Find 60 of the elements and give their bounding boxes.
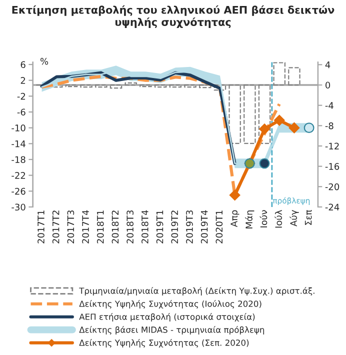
x-tick-label: 2017Τ1 xyxy=(38,210,44,244)
y-tick-label: -18 xyxy=(12,156,26,164)
x-tick-label: Σεπ xyxy=(304,210,312,225)
bar xyxy=(184,84,196,88)
bar xyxy=(140,84,152,88)
bar xyxy=(95,84,108,88)
y2-tick-label: -16 xyxy=(325,163,340,170)
y-tick-label: 6 xyxy=(20,61,26,68)
y-tick-label: -22 xyxy=(12,172,26,179)
y-axis-title: % xyxy=(40,58,48,65)
y2-tick-label: 4 xyxy=(325,62,330,68)
x-tick-label: 2017Τ4 xyxy=(82,210,89,244)
y-tick-label: -14 xyxy=(12,140,26,148)
x-tick-label: 2018Τ4 xyxy=(142,210,148,244)
bar xyxy=(228,84,241,144)
y2-tick-label: 0 xyxy=(326,82,330,89)
x-tick-label: 2017Τ3 xyxy=(67,210,74,244)
y2-tick-label: -20 xyxy=(325,183,340,190)
y-tick-label: -26 xyxy=(12,188,26,195)
y-tick-label: -6 xyxy=(17,108,26,116)
x-tick-label: 2019Τ4 xyxy=(200,210,208,244)
bar xyxy=(124,82,137,86)
x-tick-label: 2018Τ1 xyxy=(96,210,104,244)
y2-tick-label: -4 xyxy=(325,102,334,109)
bar xyxy=(169,84,182,88)
bar xyxy=(110,84,122,89)
legend-label: Δείκτης Υψηλής Συχνότητας (Σεπ. 2020) xyxy=(79,339,249,348)
bar xyxy=(80,84,92,88)
x-tick-label: Αύγ xyxy=(290,210,299,226)
y-tick-label: -30 xyxy=(12,204,26,211)
bar xyxy=(214,84,226,91)
y-tick-label: 2 xyxy=(20,77,26,84)
y-tick-label: -2 xyxy=(17,92,26,100)
legend-label: ΑΕΠ ετήσια μεταβολή (ιστορικά στοιχεία) xyxy=(79,313,255,322)
x-tick-label: Απρ xyxy=(230,210,240,228)
bar xyxy=(288,67,300,86)
y2-tick-label: -8 xyxy=(325,122,334,130)
legend-label: Δείκτης Υψηλής Συχνότητας (Ιούλιος 2020) xyxy=(79,300,262,309)
x-tick-label: Μάη xyxy=(245,210,254,228)
x-tick-label: 2018Τ3 xyxy=(126,210,134,244)
bar xyxy=(198,84,212,88)
x-tick-label: 2019Τ2 xyxy=(171,210,178,244)
y2-tick-label: -12 xyxy=(325,142,339,150)
y2-tick-label: -24 xyxy=(325,204,340,210)
bar xyxy=(154,84,167,88)
bar xyxy=(258,84,271,144)
x-tick-label: Ιούν xyxy=(260,210,268,228)
x-tick-label: 2019Τ3 xyxy=(186,210,193,244)
y-tick-label: -10 xyxy=(12,124,26,132)
chart-title: Εκτίμηση μεταβολής του ελληνικού ΑΕΠ βάσει δεικτών υψηλής συχνότητας xyxy=(12,5,334,28)
bar xyxy=(65,84,78,88)
legend-label: Δείκτης βάσει MIDAS - τριμηνιαία πρόβλεψη xyxy=(79,326,264,334)
x-tick-label: 2020Τ1 xyxy=(216,210,223,244)
x-tick-label: Ιούλ xyxy=(274,210,282,228)
x-tick-label: 2017Τ2 xyxy=(52,210,60,244)
x-tick-label: 2018Τ2 xyxy=(112,210,119,244)
legend-label: Τριμηνιαία/μηνιαία μεταβολή (Δείκτη Υψ.Συχ.) αριστ.άξ. xyxy=(79,287,314,296)
x-tick-label: 2019Τ1 xyxy=(156,210,164,244)
bar xyxy=(244,84,256,144)
bar xyxy=(273,62,286,86)
